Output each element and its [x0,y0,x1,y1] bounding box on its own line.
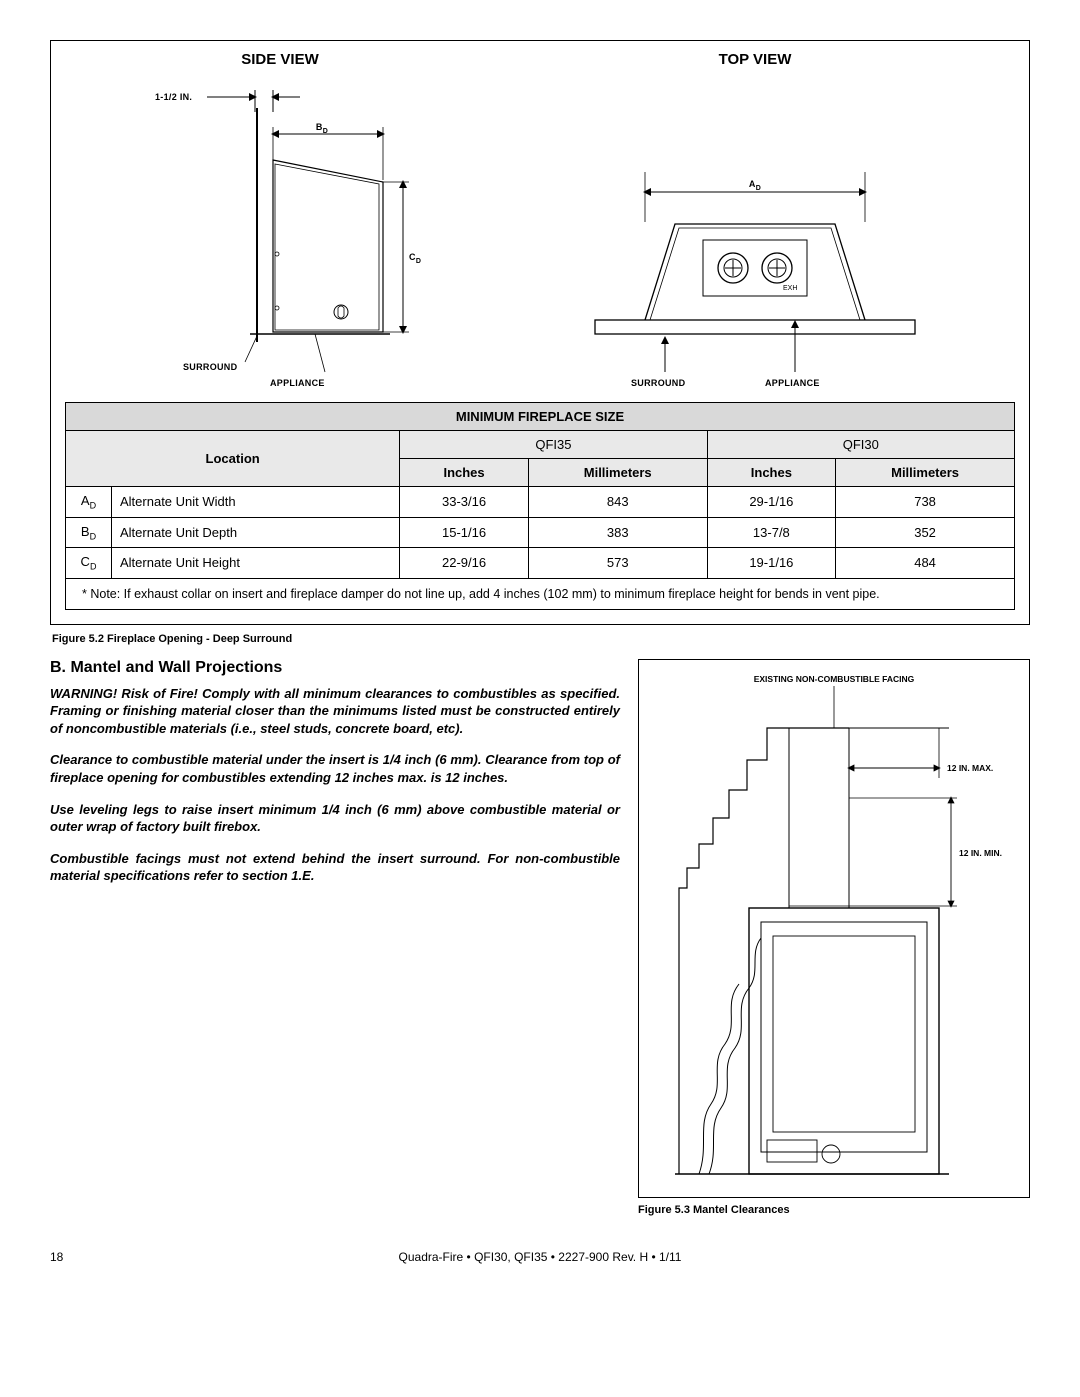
table-title: MINIMUM FIREPLACE SIZE [66,403,1015,431]
section-b-title: B. Mantel and Wall Projections [50,659,620,677]
fig-5-3-box: EXISTING NON-COMBUSTIBLE FACING 12 IN. M… [638,659,1030,1198]
fig-5-3-col: EXISTING NON-COMBUSTIBLE FACING 12 IN. M… [638,659,1030,1216]
side-view-svg: 1-1/2 IN. [125,72,435,392]
th-in1: Inches [400,459,529,487]
fig-5-2-caption: Figure 5.2 Fireplace Opening - Deep Surr… [52,633,1030,645]
top-view-svg: AD EXH SURROU [555,72,955,392]
mantel-clearance-svg: EXISTING NON-COMBUSTIBLE FACING 12 IN. M… [649,668,1019,1188]
appliance-label-top: APPLIANCE [765,378,820,388]
section-b-text: B. Mantel and Wall Projections WARNING! … [50,659,620,899]
page-number: 18 [50,1250,110,1264]
th-model2: QFI30 [707,431,1014,459]
page-footer: 18 Quadra-Fire • QFI30, QFI35 • 2227-900… [50,1250,1030,1264]
side-view-title: SIDE VIEW [125,51,435,68]
table-note-row: * Note: If exhaust collar on insert and … [66,578,1015,609]
fig-5-3-caption: Figure 5.3 Mantel Clearances [638,1204,1030,1216]
warn-p1: WARNING! Risk of Fire! Comply with all m… [50,685,620,738]
appliance-label-side: APPLIANCE [270,378,325,388]
top-view-title: TOP VIEW [555,51,955,68]
table-row: CD Alternate Unit Height 22-9/16 573 19-… [66,548,1015,579]
th-location: Location [66,431,400,487]
bd-label: BD [316,122,328,135]
ad-label: AD [749,179,761,192]
footer-center: Quadra-Fire • QFI30, QFI35 • 2227-900 Re… [110,1250,970,1264]
diagrams-row: SIDE VIEW 1-1/2 IN. [65,51,1015,392]
cd-label: CD [409,252,421,265]
side-view-col: SIDE VIEW 1-1/2 IN. [125,51,435,392]
th-in2: Inches [707,459,836,487]
top-view-col: TOP VIEW AD [555,51,955,392]
warn-p3: Use leveling legs to raise insert minimu… [50,801,620,836]
surround-label-top: SURROUND [631,378,686,388]
warn-p2: Clearance to combustible material under … [50,751,620,786]
dim-1-1-2: 1-1/2 IN. [155,92,192,102]
th-mm2: Millimeters [836,459,1015,487]
exh-label: EXH [783,285,797,292]
facing-label: EXISTING NON-COMBUSTIBLE FACING [754,674,915,684]
table-row: BD Alternate Unit Depth 15-1/16 383 13-7… [66,517,1015,548]
spec-table: MINIMUM FIREPLACE SIZE Location QFI35 QF… [65,402,1015,610]
figure-5-2-box: SIDE VIEW 1-1/2 IN. [50,40,1030,625]
th-model1: QFI35 [400,431,707,459]
max-label: 12 IN. MAX. [947,763,993,773]
surround-label-side: SURROUND [183,362,238,372]
warn-p4: Combustible facings must not extend behi… [50,850,620,885]
th-mm1: Millimeters [528,459,707,487]
min-label: 12 IN. MIN. [959,848,1002,858]
table-row: AD Alternate Unit Width 33-3/16 843 29-1… [66,487,1015,518]
